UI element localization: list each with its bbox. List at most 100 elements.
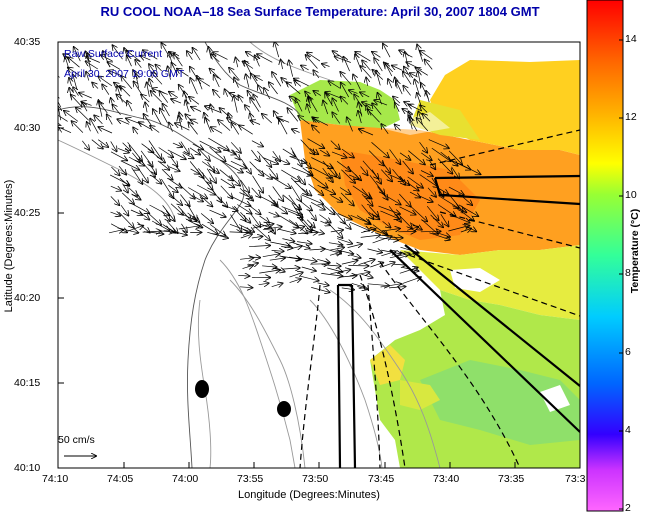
current-vector: [282, 268, 299, 269]
current-vector: [327, 267, 342, 272]
current-vector: [387, 173, 403, 181]
current-vector: [325, 93, 333, 107]
current-vector: [307, 138, 325, 149]
current-vector: [268, 194, 278, 207]
current-vector: [374, 58, 383, 72]
current-vector: [420, 51, 433, 60]
current-vector: [98, 127, 113, 134]
current-vector: [367, 284, 389, 286]
current-vector: [360, 235, 381, 237]
current-vector: [110, 212, 121, 216]
lon-tick: 74:10: [42, 473, 69, 485]
current-vector: [321, 273, 342, 276]
current-vector: [407, 182, 419, 191]
current-vector: [110, 196, 120, 205]
current-vector: [385, 64, 393, 77]
current-vector: [161, 178, 173, 198]
current-vector: [358, 260, 375, 266]
current-vector: [423, 114, 431, 122]
current-vector: [292, 246, 302, 248]
current-vector: [428, 139, 449, 149]
current-vector: [307, 104, 310, 114]
current-vector: [460, 210, 474, 221]
current-vector: [234, 96, 238, 113]
current-vector: [145, 103, 147, 113]
current-vector: [281, 60, 283, 70]
current-vector: [379, 262, 395, 268]
current-vector: [76, 108, 89, 121]
sst-yellow-west: [370, 345, 405, 385]
current-vector: [239, 192, 252, 198]
current-vector: [217, 196, 227, 207]
current-vector: [110, 186, 121, 190]
current-vector: [169, 92, 178, 98]
current-vector: [398, 176, 410, 186]
current-vector: [239, 125, 253, 135]
current-vector: [120, 160, 139, 170]
current-vector: [161, 168, 173, 179]
colorbar-tick: 6: [625, 346, 631, 358]
current-vector: [240, 158, 251, 174]
current-vector: [392, 66, 403, 71]
current-vector: [236, 58, 238, 68]
current-vector: [262, 114, 273, 124]
current-vector: [301, 66, 309, 70]
current-vector: [329, 252, 341, 255]
current-vector: [367, 249, 382, 253]
dashed-6: [299, 284, 321, 468]
current-vector: [170, 156, 177, 167]
current-vector: [166, 221, 178, 233]
current-vector: [339, 276, 356, 278]
lon-tick: 73:45: [368, 473, 395, 485]
current-vector: [69, 78, 72, 87]
y-axis-label: Latitude (Degrees:Minutes): [3, 179, 15, 313]
current-vector: [258, 85, 262, 95]
current-vector: [396, 81, 403, 95]
current-vector: [147, 212, 161, 225]
dashed-3: [399, 251, 580, 317]
map-title: RU COOL NOAA–18 Sea Surface Temperature:…: [100, 4, 540, 19]
current-vector: [358, 111, 361, 124]
current-vector: [314, 91, 321, 96]
current-vector: [214, 75, 220, 88]
lon-tick: 74:05: [107, 473, 134, 485]
current-vector: [297, 258, 317, 261]
current-vector: [428, 159, 435, 169]
current-vector: [420, 152, 432, 160]
current-vector: [201, 223, 218, 234]
current-vector: [182, 152, 194, 158]
current-vector: [234, 78, 238, 88]
current-vector: [311, 287, 329, 292]
current-vector: [229, 232, 249, 233]
colorbar-tick: 10: [625, 189, 637, 201]
current-vector: [209, 209, 226, 217]
current-vector: [272, 156, 289, 164]
current-vector: [180, 141, 189, 154]
current-vector: [360, 92, 370, 97]
lat-tick: 40:25: [14, 207, 41, 219]
current-vector: [289, 272, 303, 278]
current-vector: [340, 192, 354, 206]
current-vector: [177, 69, 189, 77]
current-vector: [252, 224, 274, 229]
current-vector: [320, 221, 330, 225]
current-vector: [112, 105, 121, 116]
current-vector: [342, 220, 350, 229]
current-vector: [300, 139, 315, 155]
current-vector: [381, 169, 392, 182]
current-vector: [111, 166, 119, 175]
current-vector: [409, 191, 420, 197]
current-vector: [168, 184, 177, 192]
current-vector: [322, 203, 334, 214]
current-vector: [409, 118, 418, 132]
current-vector: [389, 149, 401, 164]
current-vector: [151, 175, 161, 184]
current-vector: [376, 71, 381, 86]
current-vector: [349, 272, 370, 277]
colorbar-tick: 12: [625, 111, 637, 123]
current-vector: [329, 247, 344, 250]
lon-tick: 73:40: [433, 473, 460, 485]
current-vector: [437, 204, 456, 217]
current-vector: [264, 88, 271, 100]
current-vector: [332, 98, 339, 112]
